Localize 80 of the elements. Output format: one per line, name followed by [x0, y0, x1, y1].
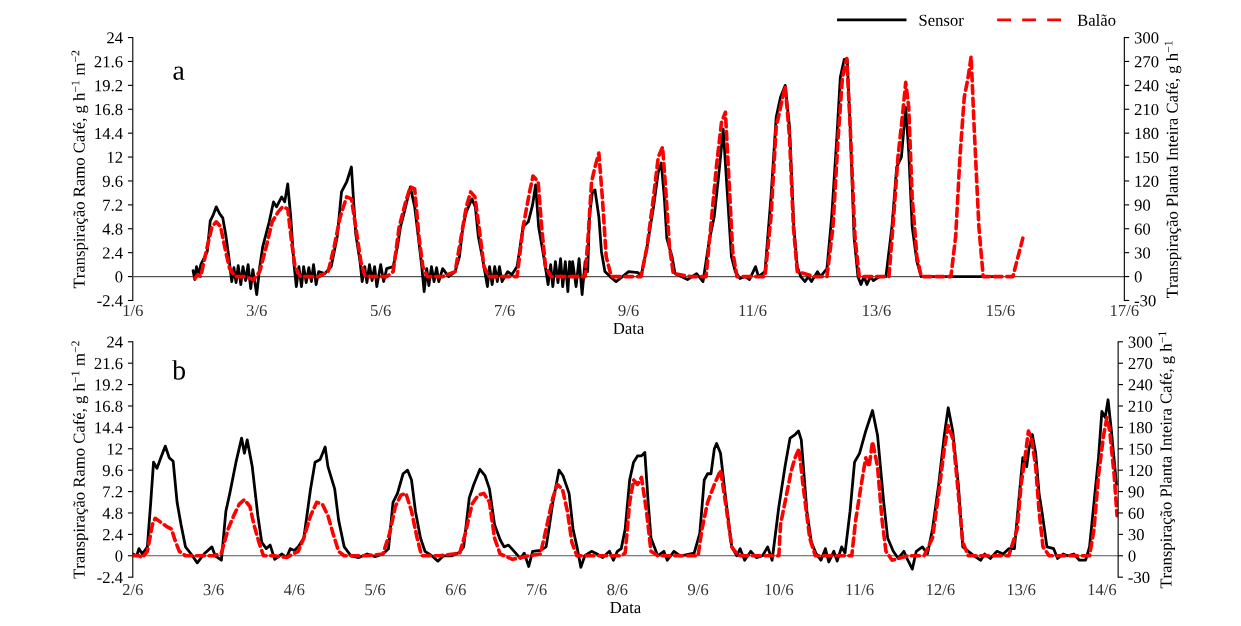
y2-tick-label: 30: [1128, 529, 1144, 541]
y-tick-label: 16.8: [95, 400, 123, 413]
x-tick-label: 10/6: [765, 584, 794, 596]
y-tick-label: 16.8: [95, 103, 123, 116]
x-tick-label: 11/6: [739, 304, 767, 317]
x-tick-label: 2/6: [122, 584, 143, 596]
y2-tick-label: 240: [1128, 379, 1153, 391]
y-tick-label: 14.4: [95, 127, 123, 140]
y2-tick-label: 210: [1134, 103, 1159, 116]
y2-tick-label: 180: [1135, 127, 1159, 140]
y-tick-label: 7.2: [103, 199, 123, 211]
y-tick-label: 19.2: [95, 379, 123, 391]
y2-axis-title: Transpiração Planta Inteira Café, g h$^{−1}$: [1164, 41, 1182, 298]
y2-tick-label: 120: [1129, 464, 1153, 477]
x-tick-label: 7/6: [495, 304, 515, 317]
x-tick-label: 8/6: [607, 584, 628, 596]
x-tick-label: 5/6: [371, 304, 391, 317]
x-tick-label: 9/6: [687, 584, 709, 596]
x-axis-title: Data: [613, 322, 645, 334]
annotation: b: [172, 360, 186, 380]
y-tick-label: 0: [115, 271, 123, 283]
y2-tick-label: 300: [1128, 336, 1153, 348]
y2-tick-label: 0: [1128, 550, 1136, 562]
y-tick-label: 9.6: [102, 464, 123, 477]
y-tick-label: 24: [107, 336, 123, 348]
annotation: a: [173, 66, 185, 80]
x-tick-label: 13/6: [863, 304, 891, 317]
y2-tick-label: 180: [1129, 422, 1153, 434]
x-tick-label: 12/6: [927, 584, 955, 596]
x-tick-label: 3/6: [203, 584, 224, 596]
y2-tick-label: 270: [1134, 56, 1159, 68]
y2-tick-label: 150: [1135, 151, 1159, 164]
y2-tick-label: 270: [1128, 357, 1153, 370]
y-tick-label: 19.2: [95, 80, 123, 92]
y-tick-label: 24: [107, 32, 123, 44]
x-tick-label: 14/6: [1088, 584, 1117, 596]
y-tick-label: 21.6: [94, 56, 123, 68]
y-tick-label: -2.4: [97, 571, 123, 584]
y-tick-label: 2.4: [102, 529, 123, 541]
y2-tick-label: 90: [1128, 486, 1144, 498]
x-axis-title: Data: [610, 602, 641, 614]
y-tick-label: 14.4: [95, 422, 123, 434]
y-tick-label: 0: [115, 550, 123, 562]
y2-tick-label: 300: [1134, 32, 1159, 44]
x-tick-label: 9/6: [618, 304, 639, 317]
x-tick-label: 13/6: [1007, 584, 1036, 596]
y2-tick-label: 60: [1134, 223, 1151, 235]
y-axis-title: Transpiração Ramo Café, g h$^{−1}$ m$^{−2}$: [71, 50, 89, 289]
y2-tick-label: -30: [1128, 571, 1150, 584]
y-tick-label: 9.6: [102, 175, 123, 187]
y-tick-label: 4.8: [102, 223, 123, 235]
x-tick-label: 15/6: [987, 304, 1015, 317]
y-axis-title: Transpiração Ramo Café, g h$^{−1}$ m$^{−2}$: [71, 341, 89, 579]
y2-tick-label: 90: [1134, 199, 1151, 211]
y-tick-label: 21.6: [94, 357, 123, 370]
x-tick-label: 17/6: [1111, 304, 1139, 317]
y2-tick-label: 210: [1128, 400, 1153, 412]
y-tick-label: 7.2: [103, 486, 123, 498]
legend-label: Sensor: [919, 14, 964, 26]
y-tick-label: 4.8: [102, 507, 123, 519]
y-tick-label: 12: [107, 151, 123, 163]
y-tick-label: 2.4: [102, 247, 123, 259]
y2-tick-label: 60: [1128, 507, 1144, 519]
y2-tick-label: 240: [1134, 80, 1159, 92]
x-tick-label: 1/6: [123, 304, 143, 317]
legend-label: Balão: [1077, 14, 1116, 26]
y2-tick-label: 30: [1134, 247, 1151, 259]
y-tick-label: -2.4: [97, 295, 123, 307]
y2-tick-label: -30: [1134, 295, 1156, 307]
y2-tick-label: 150: [1129, 443, 1153, 455]
y2-tick-label: 0: [1134, 271, 1142, 283]
x-tick-label: 7/6: [527, 584, 547, 596]
x-tick-label: 3/6: [246, 304, 267, 317]
y-tick-label: 12: [107, 443, 123, 455]
x-tick-label: 6/6: [445, 584, 466, 596]
y2-tick-label: 120: [1135, 175, 1159, 187]
x-tick-label: 4/6: [283, 584, 305, 596]
x-tick-label: 11/6: [846, 584, 874, 596]
x-tick-label: 5/6: [365, 584, 386, 596]
y2-axis-title: Transpiração Planta Inteira Café, g h$^{−1}$: [1158, 331, 1176, 589]
